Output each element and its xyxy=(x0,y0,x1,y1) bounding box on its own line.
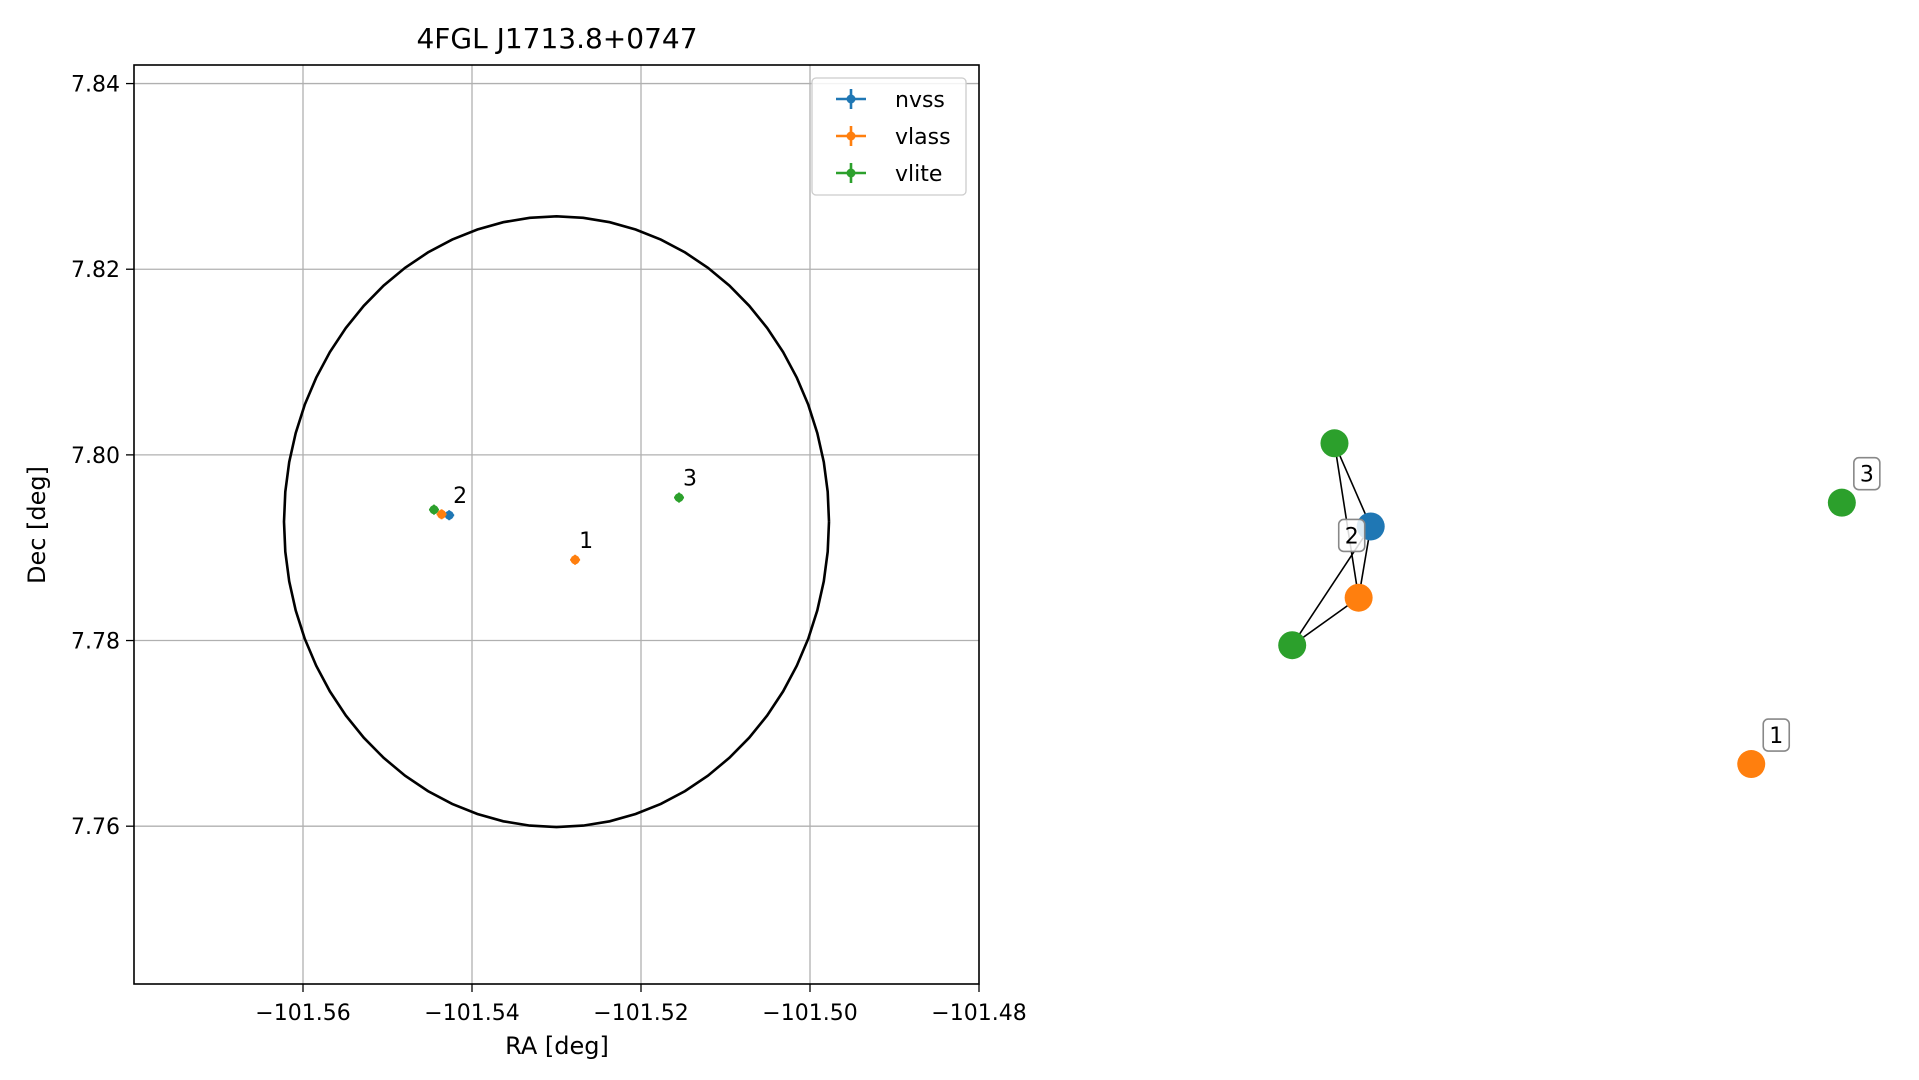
graph-edge xyxy=(1333,442,1372,527)
x-tick-label: −101.52 xyxy=(593,1001,688,1026)
graph-node-label: 2 xyxy=(1337,518,1366,553)
source-points xyxy=(428,492,685,565)
x-axis-ticks: −101.56 −101.54 −101.52 −101.50 −101.48 xyxy=(255,984,1027,1026)
x-tick-label: −101.48 xyxy=(931,1001,1026,1026)
y-axis-label: Dec [deg] xyxy=(23,466,51,584)
x-tick-label: −101.56 xyxy=(255,1001,350,1026)
legend-label: vlite xyxy=(895,162,942,187)
label-text: 3 xyxy=(1860,463,1874,488)
legend-entry-nvss: nvss xyxy=(836,88,945,113)
grid xyxy=(134,65,979,984)
legend-label: vlass xyxy=(895,125,951,150)
graph-node-vlite xyxy=(1320,429,1349,458)
legend-entry-vlass: vlass xyxy=(836,125,951,150)
legend-entry-vlite: vlite xyxy=(836,162,942,187)
vlite-marker xyxy=(674,493,684,503)
graph-node-label: 1 xyxy=(1762,718,1791,752)
source-label: 2 xyxy=(453,484,467,509)
graph-node-vlass xyxy=(1344,583,1373,612)
y-axis-ticks: 7.76 7.78 7.80 7.82 7.84 xyxy=(71,73,134,840)
vlite-point xyxy=(428,504,439,515)
legend-marker-dot xyxy=(846,131,856,141)
graph-node-vlite xyxy=(1278,631,1307,660)
y-tick-label: 7.82 xyxy=(71,258,120,283)
x-axis-label: RA [deg] xyxy=(505,1032,609,1060)
y-tick-label: 7.76 xyxy=(71,815,120,840)
vlass-point xyxy=(570,554,581,565)
graph-node-label: 3 xyxy=(1853,456,1881,491)
localization-ellipse xyxy=(282,214,831,829)
vlass-marker xyxy=(437,509,447,519)
label-text: 1 xyxy=(1769,724,1783,749)
graph-node-vlite xyxy=(1827,488,1856,517)
y-tick-label: 7.80 xyxy=(71,444,120,469)
vlass-marker xyxy=(570,555,580,565)
graph-node-vlass xyxy=(1737,750,1766,779)
vlite-point xyxy=(674,492,685,503)
nvss-point xyxy=(444,510,455,521)
graph-labels: 2 3 1 xyxy=(1337,456,1881,752)
label-box xyxy=(1337,518,1366,553)
source-annotations: 2 1 3 xyxy=(453,467,697,554)
legend-label: nvss xyxy=(895,88,945,113)
vlite-marker xyxy=(429,505,439,515)
legend: nvss vlass vlite xyxy=(811,77,967,196)
y-tick-label: 7.78 xyxy=(71,630,120,655)
source-label: 3 xyxy=(683,467,697,492)
label-text: 2 xyxy=(1345,524,1359,549)
plot-frame xyxy=(133,64,980,985)
x-tick-label: −101.54 xyxy=(424,1001,519,1026)
x-tick-label: −101.50 xyxy=(762,1001,857,1026)
nvss-marker xyxy=(444,510,454,520)
source-label: 1 xyxy=(579,529,593,554)
plot-title: 4FGL J1713.8+0747 xyxy=(416,22,697,55)
label-box xyxy=(1762,718,1791,752)
legend-marker-dot xyxy=(846,168,856,178)
vlass-point xyxy=(436,509,447,520)
y-tick-label: 7.84 xyxy=(71,73,120,98)
legend-marker-dot xyxy=(846,94,856,104)
association-graph: 2 3 1 xyxy=(1278,429,1881,779)
label-box xyxy=(1853,456,1881,491)
sky-position-plot: 4FGL J1713.8+0747 −101.56 −101.54 −101.52−… xyxy=(23,22,1027,1060)
